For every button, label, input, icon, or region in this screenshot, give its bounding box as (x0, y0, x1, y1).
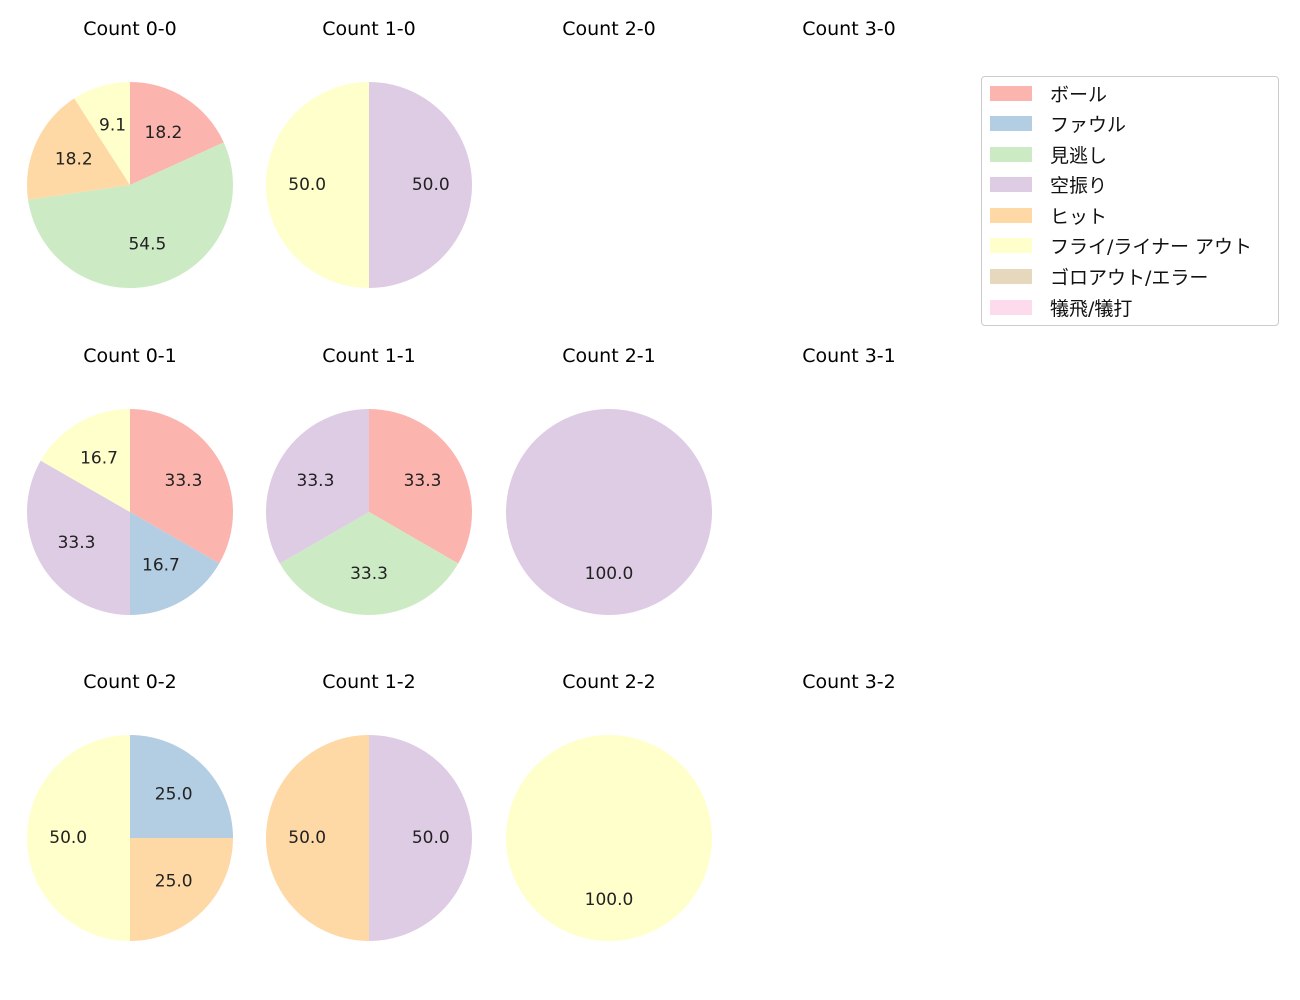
slice-label: 25.0 (155, 784, 193, 804)
legend-swatch (990, 176, 1032, 192)
pie-slice (130, 735, 233, 838)
pie-slice (506, 735, 712, 941)
slice-label: 33.3 (404, 471, 442, 491)
legend-swatch (990, 237, 1032, 253)
slice-label: 16.7 (142, 555, 180, 575)
pie-title: Count 2-1 (562, 345, 656, 367)
pie-count-3-2: Count 3-2 (802, 671, 896, 693)
legend-label: ヒット (1050, 205, 1108, 228)
pie-title: Count 1-1 (322, 345, 416, 367)
legend-item: ヒット (990, 203, 1108, 228)
legend-item: 空振り (990, 172, 1108, 197)
pie-slice (130, 838, 233, 941)
pie-slice (130, 512, 220, 615)
legend-swatch (990, 146, 1032, 162)
slice-label: 50.0 (49, 828, 87, 848)
slice-label: 16.7 (80, 449, 118, 469)
pie-title: Count 2-2 (562, 671, 656, 693)
legend-swatch (990, 268, 1032, 284)
legend: ボール ファウル 見逃し 空振り ヒット フライ/ライナー アウト ゴロアウト/… (981, 76, 1279, 326)
pie-count-2-2: Count 2-2 100.0 (506, 671, 712, 941)
slice-label: 50.0 (412, 828, 450, 848)
slice-label: 54.5 (128, 234, 166, 254)
pie-count-3-0: Count 3-0 (802, 18, 896, 40)
legend-label: ファウル (1050, 113, 1127, 136)
pie-slice (369, 82, 472, 288)
slice-label: 100.0 (585, 890, 634, 910)
legend-item: 見逃し (990, 142, 1108, 167)
legend-item: 犠飛/犠打 (990, 295, 1133, 320)
legend-swatch (990, 115, 1032, 131)
pie-title: Count 0-2 (83, 671, 177, 693)
pie-slice (27, 735, 130, 941)
legend-item: ボール (990, 81, 1108, 106)
legend-label: 空振り (1050, 174, 1108, 197)
slice-label: 100.0 (585, 564, 634, 584)
slice-label: 33.3 (350, 564, 388, 584)
pie-slice (369, 735, 472, 941)
legend-swatch (990, 207, 1032, 223)
legend-swatch (990, 299, 1032, 315)
slice-label: 18.2 (55, 149, 93, 169)
pie-count-3-1: Count 3-1 (802, 345, 896, 367)
pie-slice (369, 409, 472, 564)
pie-count-1-2: Count 1-2 50.0 50.0 (266, 671, 472, 941)
pie-slice (130, 82, 224, 185)
pie-count-0-1: Count 0-1 33.3 16.7 33.3 16.7 (26, 345, 234, 615)
pie-title: Count 1-0 (322, 18, 416, 40)
slice-label: 50.0 (288, 828, 326, 848)
pie-title: Count 0-0 (83, 18, 177, 40)
pie-slice (266, 409, 369, 564)
slice-label: 50.0 (412, 175, 450, 195)
legend-item: ファウル (990, 111, 1127, 136)
pie-count-0-0: Count 0-0 18.2 54.5 18.2 9.1 (27, 18, 234, 289)
pie-slice (130, 409, 234, 564)
slice-label: 33.3 (297, 471, 335, 491)
pie-count-1-1: Count 1-1 33.3 33.3 33.3 (266, 345, 472, 615)
pie-count-2-0: Count 2-0 (562, 18, 656, 40)
legend-swatch (990, 85, 1032, 101)
pie-slice (266, 82, 369, 288)
legend-label: ゴロアウト/エラー (1050, 266, 1209, 289)
pie-title: Count 3-1 (802, 345, 896, 367)
slice-label: 33.3 (165, 471, 203, 491)
pie-slice (74, 82, 130, 185)
pie-title: Count 3-0 (802, 18, 896, 40)
pie-count-2-1: Count 2-1 100.0 (506, 345, 712, 615)
slice-label: 25.0 (155, 872, 193, 892)
legend-item: フライ/ライナー アウト (990, 233, 1253, 258)
pie-slice (40, 409, 130, 512)
pie-title: Count 2-0 (562, 18, 656, 40)
slice-label: 18.2 (145, 123, 183, 143)
pie-slice (28, 142, 234, 289)
pie-slice (26, 460, 130, 615)
legend-label: 犠飛/犠打 (1050, 297, 1133, 320)
pie-count-1-0: Count 1-0 50.0 50.0 (266, 18, 472, 288)
legend-label: フライ/ライナー アウト (1050, 235, 1253, 258)
slice-label: 9.1 (99, 116, 126, 136)
slice-label: 33.3 (58, 533, 96, 553)
pie-title: Count 3-2 (802, 671, 896, 693)
pie-title: Count 0-1 (83, 345, 177, 367)
pie-slice (266, 735, 369, 941)
pie-title: Count 1-2 (322, 671, 416, 693)
legend-item: ゴロアウト/エラー (990, 264, 1209, 289)
pie-slice (27, 98, 131, 200)
legend-label: ボール (1050, 83, 1108, 106)
slice-label: 50.0 (288, 175, 326, 195)
pie-count-0-2: Count 0-2 25.0 25.0 50.0 (27, 671, 233, 941)
legend-label: 見逃し (1050, 144, 1108, 167)
pie-slice (506, 409, 712, 615)
